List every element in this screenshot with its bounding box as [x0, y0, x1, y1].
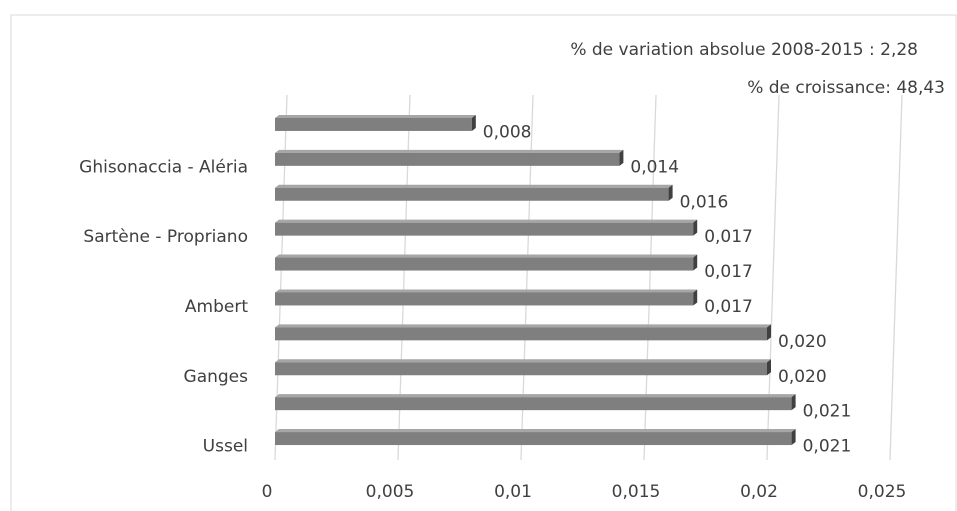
data-label: 0,017 — [704, 227, 753, 247]
bar-side — [693, 254, 698, 271]
x-tick-label: 0,015 — [612, 482, 661, 502]
bar-top — [275, 429, 796, 433]
bar — [275, 117, 472, 131]
bar — [275, 327, 767, 341]
bar — [275, 257, 694, 271]
y-tick-label: Ganges — [184, 367, 249, 387]
bar-side — [767, 359, 771, 376]
data-label: 0,021 — [803, 402, 852, 422]
y-tick-label: Ussel — [203, 437, 248, 457]
bar — [275, 292, 694, 306]
bar-side — [693, 289, 698, 306]
bar — [275, 432, 792, 446]
bar-side — [471, 114, 476, 131]
bar-side — [668, 184, 673, 201]
bar-side — [791, 429, 796, 446]
bar — [275, 362, 767, 376]
bar-top — [275, 219, 698, 223]
data-label: 0,016 — [680, 192, 729, 212]
bar-top — [275, 359, 771, 363]
bar — [275, 152, 620, 166]
data-label: 0,017 — [704, 262, 753, 282]
annotation: % de variation absolue 2008-2015 : 2,28 — [570, 40, 918, 60]
bar — [275, 187, 669, 201]
bar-side — [619, 149, 624, 166]
bar-side — [791, 394, 796, 411]
bar-top — [275, 394, 796, 398]
y-tick-label: Sartène - Propriano — [83, 227, 248, 247]
data-label: 0,014 — [630, 157, 679, 177]
x-tick-label: 0,02 — [740, 482, 778, 502]
data-label: 0,020 — [778, 332, 827, 352]
x-tick-label: 0,025 — [858, 482, 907, 502]
bar-top — [275, 149, 624, 153]
y-tick-label: Ambert — [185, 297, 248, 317]
annotation: % de croissance: 48,43 — [747, 78, 945, 98]
x-tick-label: 0,01 — [494, 482, 532, 502]
bar — [275, 397, 792, 411]
bar-top — [275, 289, 698, 293]
bar-top — [275, 254, 698, 258]
grid-line — [889, 94, 903, 461]
data-label: 0,008 — [483, 122, 532, 142]
data-label: 0,020 — [778, 367, 827, 387]
bar-top — [275, 184, 673, 188]
bar-top — [275, 114, 476, 118]
chart-border — [10, 14, 957, 511]
x-tick-label: 0,005 — [366, 482, 415, 502]
bar-top — [275, 324, 771, 328]
y-tick-label: Ghisonaccia - Aléria — [79, 157, 248, 177]
bar-side — [767, 324, 771, 341]
data-label: 0,017 — [704, 297, 753, 317]
data-label: 0,021 — [803, 437, 852, 457]
bar-side — [693, 219, 698, 236]
x-tick-label: 0 — [262, 482, 273, 502]
bar — [275, 222, 694, 236]
